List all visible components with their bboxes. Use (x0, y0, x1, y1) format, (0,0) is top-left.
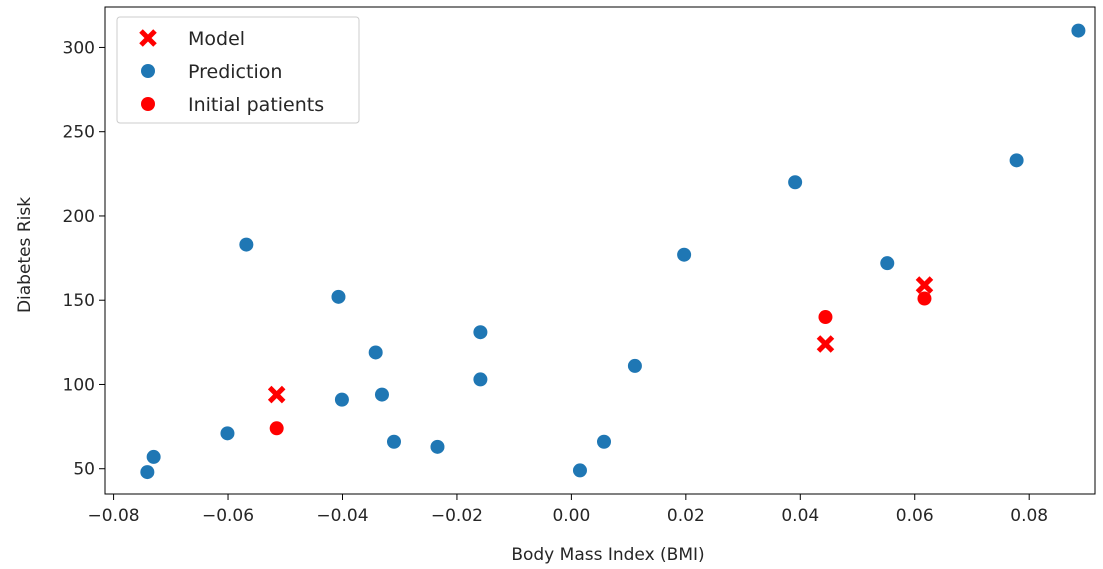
legend-label-prediction: Prediction (188, 61, 282, 83)
prediction-point (627, 358, 642, 373)
legend-initial-patients-marker (141, 97, 155, 111)
prediction-point (368, 345, 383, 360)
x-tick-label: 0.08 (1010, 506, 1048, 526)
prediction-point (1071, 23, 1086, 38)
legend-label-initial-patients: Initial patients (188, 94, 324, 116)
prediction-point (239, 237, 254, 252)
x-tick-label: 0.02 (667, 506, 705, 526)
points-layer (140, 23, 1086, 480)
prediction-point (473, 325, 488, 340)
ticks-layer: −0.08 −0.06 −0.04 −0.02 0.00 0.02 0.04 0.06 0.08… (63, 38, 1049, 526)
prediction-point (220, 426, 235, 441)
legend-label-model: Model (188, 28, 245, 50)
initial-patients-point (269, 421, 284, 436)
y-tick-label: 250 (63, 123, 95, 143)
x-tick-label: −0.02 (431, 506, 483, 526)
y-axis-title: Diabetes Risk (15, 197, 35, 313)
prediction-point (880, 256, 895, 271)
model-marker (816, 335, 835, 353)
prediction-point (140, 465, 155, 480)
x-axis-title: Body Mass Index (BMI) (511, 545, 704, 565)
prediction-point (572, 463, 587, 478)
prediction-point (146, 449, 161, 464)
prediction-point (1009, 153, 1024, 168)
prediction-point (788, 175, 803, 190)
prediction-point (331, 289, 346, 304)
prediction-point (597, 434, 612, 449)
plot-frame (104, 6, 1096, 495)
initial-patients-point (818, 310, 833, 325)
prediction-point (386, 434, 401, 449)
prediction-point (473, 372, 488, 387)
y-tick-label: 100 (63, 375, 95, 395)
x-tick-label: −0.06 (202, 506, 254, 526)
prediction-point (430, 439, 445, 454)
x-tick-label: 0.06 (896, 506, 934, 526)
model-marker (267, 385, 286, 404)
model-marker (915, 276, 934, 294)
legend-model-marker (139, 29, 157, 47)
x-tick-label: 0.04 (781, 506, 819, 526)
prediction-point (334, 392, 349, 407)
prediction-point (374, 387, 389, 402)
y-tick-label: 50 (73, 460, 95, 480)
x-tick-label: −0.08 (88, 506, 140, 526)
legend-prediction-marker (141, 64, 155, 78)
legend: Model Prediction Initial patients (116, 16, 360, 124)
x-tick-label: 0.00 (552, 506, 590, 526)
x-tick-label: −0.04 (316, 506, 368, 526)
legend-box (116, 16, 360, 124)
prediction-point (677, 247, 692, 262)
initial-patients-point (917, 291, 932, 306)
y-tick-label: 200 (63, 207, 95, 227)
y-tick-label: 150 (63, 291, 95, 311)
y-tick-label: 300 (63, 38, 95, 58)
